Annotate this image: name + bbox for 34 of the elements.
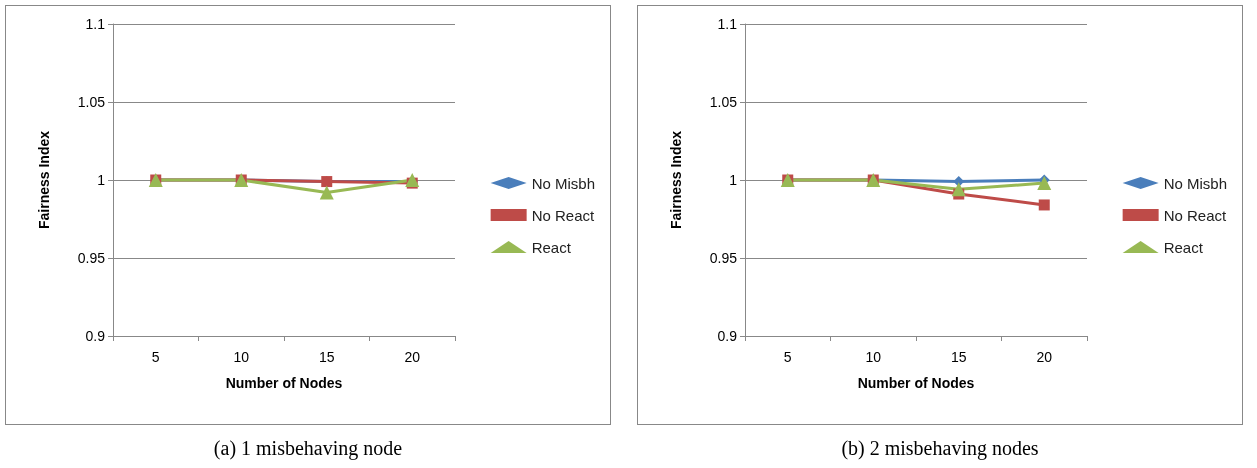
text: (b) 2 misbehaving nodes bbox=[840, 437, 1040, 460]
point bbox=[951, 182, 966, 197]
legend-label: No React bbox=[531, 206, 595, 224]
point bbox=[1037, 176, 1052, 191]
y-tick-label: 1.05 bbox=[77, 94, 106, 110]
x-tick-label: 20 bbox=[404, 349, 421, 365]
x-tick-label: 15 bbox=[950, 349, 967, 365]
y-tick-label: 1.1 bbox=[85, 16, 106, 32]
x-axis-title: Number of Nodes bbox=[857, 375, 975, 391]
x-tick-label: 15 bbox=[318, 349, 335, 365]
y-tick-label: 1.1 bbox=[717, 16, 738, 32]
legend-label: No Misbh bbox=[531, 174, 595, 192]
legend-label: React bbox=[1163, 238, 1204, 256]
x-tick-label: 5 bbox=[783, 349, 792, 365]
legend-label: No Misbh bbox=[1163, 174, 1227, 192]
y-tick-label: 1 bbox=[729, 172, 738, 188]
y-axis-title: Fairness Index bbox=[36, 130, 52, 230]
x-tick-label: 10 bbox=[233, 349, 250, 365]
y-tick-label: 0.95 bbox=[709, 250, 738, 266]
y-tick-label: 1 bbox=[97, 172, 106, 188]
y-tick-label: 1.05 bbox=[709, 94, 738, 110]
point bbox=[1038, 199, 1050, 211]
x-tick-label: 10 bbox=[865, 349, 882, 365]
y-axis-title: Fairness Index bbox=[668, 130, 684, 230]
x-tick-label: 20 bbox=[1036, 349, 1053, 365]
legend-label: No React bbox=[1163, 206, 1227, 224]
x-tick-label: 5 bbox=[151, 349, 160, 365]
legend-label: React bbox=[531, 238, 572, 256]
x-axis-title: Number of Nodes bbox=[225, 375, 343, 391]
y-tick-label: 0.9 bbox=[717, 328, 738, 344]
text: (a) 1 misbehaving node bbox=[212, 437, 404, 460]
y-tick-label: 0.9 bbox=[85, 328, 106, 344]
y-tick-label: 0.95 bbox=[77, 250, 106, 266]
point bbox=[319, 185, 334, 200]
